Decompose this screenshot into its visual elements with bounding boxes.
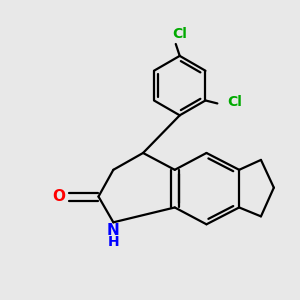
Text: Cl: Cl: [172, 27, 187, 41]
Text: Cl: Cl: [227, 95, 242, 110]
Text: N: N: [107, 223, 120, 238]
Text: O: O: [52, 189, 65, 204]
Text: H: H: [107, 235, 119, 249]
